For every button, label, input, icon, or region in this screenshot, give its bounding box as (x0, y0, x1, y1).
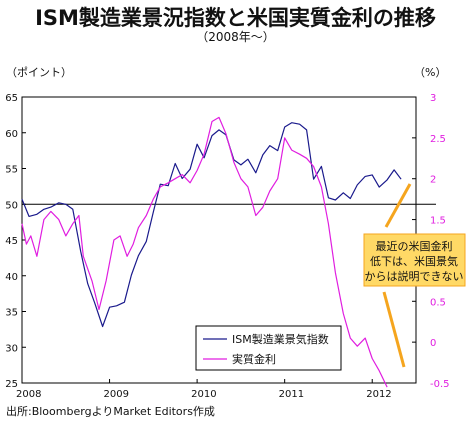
annotation-arrow-upper (384, 183, 412, 228)
right-tick-label: -0.5 (430, 379, 450, 390)
source-note: 出所:BloombergよりMarket Editors作成 (6, 405, 215, 418)
right-tick-label: 2 (430, 175, 436, 186)
legend-label-ism: ISM製造業景気指数 (232, 332, 329, 346)
right-tick-label: 2.5 (430, 134, 446, 145)
x-tick-label: 2011 (279, 389, 304, 400)
x-tick-label: 2012 (366, 389, 391, 400)
legend: ISM製造業景気指数 実質金利 (195, 325, 342, 371)
right-tick-label: 3 (430, 93, 436, 104)
left-tick-label: 65 (5, 93, 18, 104)
x-tick-label: 2010 (191, 389, 216, 400)
right-axis-label: （%） (414, 66, 446, 79)
left-tick-label: 55 (5, 165, 18, 176)
x-tick-label: 2008 (16, 389, 41, 400)
right-tick-label: 0 (430, 338, 436, 349)
left-tick-label: 50 (5, 200, 18, 211)
x-tick-label: 2009 (104, 389, 129, 400)
series-line-ism (21, 122, 402, 328)
annotation-line-3: からは説明できない (365, 269, 464, 283)
chart-subtitle: （2008年～） (196, 30, 275, 44)
left-tick-label: 30 (5, 343, 18, 354)
left-axis-label: （ポイント） (6, 66, 72, 79)
left-tick-label: 40 (5, 272, 18, 283)
annotation-line-2: 低下は、米国景気 (370, 254, 458, 268)
left-tick-label: 25 (5, 379, 18, 390)
left-tick-label: 35 (5, 308, 18, 319)
right-tick-label: 0.5 (430, 297, 446, 308)
chart-title: ISM製造業景況指数と米国実質金利の推移 (35, 6, 436, 30)
legend-label-real-rate: 実質金利 (232, 352, 276, 366)
right-tick-label: 1.5 (430, 216, 446, 227)
left-tick-label: 45 (5, 236, 18, 247)
annotation-line-1: 最近の米国金利 (376, 239, 453, 253)
annotation-box (363, 233, 466, 287)
series-line-real-rate (21, 116, 388, 388)
left-tick-label: 60 (5, 129, 18, 140)
legend-box (195, 325, 342, 371)
annotation-arrow-lower (382, 291, 406, 368)
annotation: 最近の米国金利 低下は、米国景気 からは説明できない (363, 183, 466, 368)
